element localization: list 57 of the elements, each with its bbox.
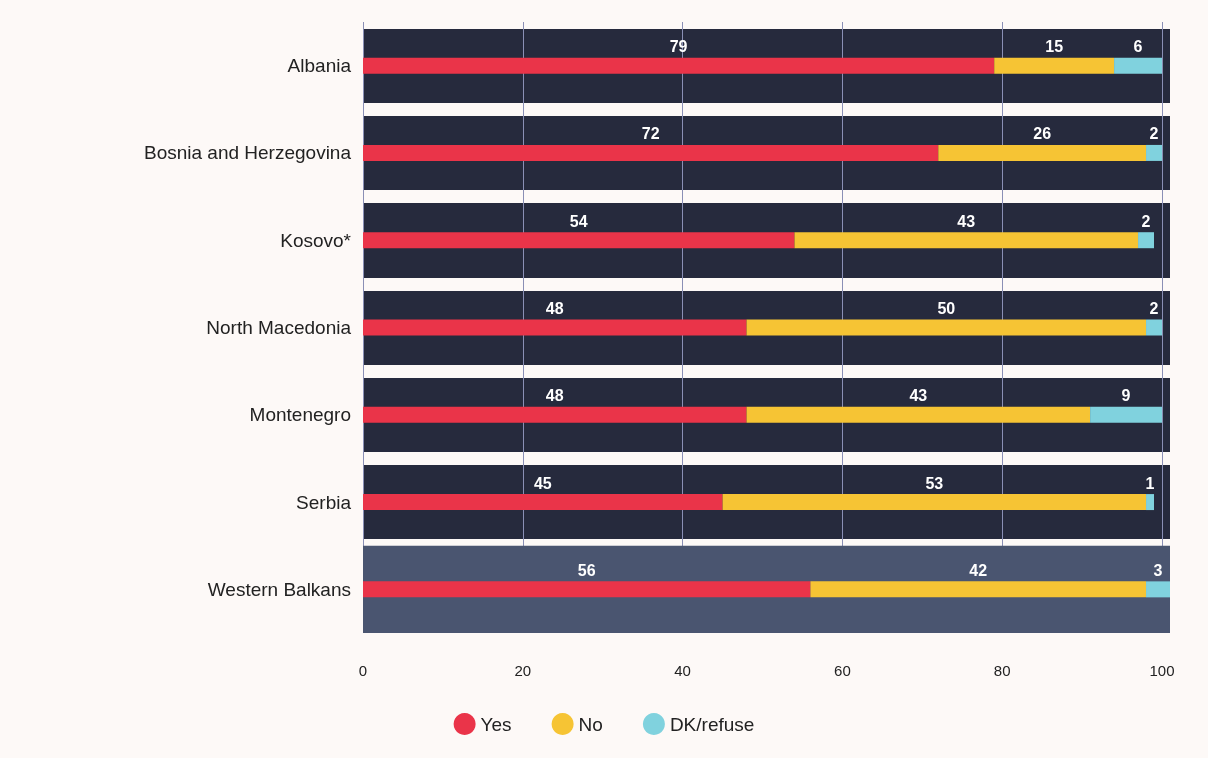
bar: [363, 319, 747, 336]
y-tick-label: North Macedonia: [206, 317, 352, 338]
x-tick-label: 60: [834, 662, 851, 679]
legend-label: No: [578, 713, 603, 735]
legend-label: Yes: [480, 713, 512, 735]
data-label: 43: [909, 387, 928, 405]
bar: [1114, 57, 1163, 74]
bar: [810, 581, 1147, 598]
x-tick-label: 100: [1149, 662, 1175, 679]
data-label: 2: [1149, 125, 1159, 143]
x-tick-label: 0: [358, 662, 368, 679]
data-label: 54: [569, 212, 588, 230]
bar: [794, 232, 1139, 249]
data-label: 2: [1149, 300, 1159, 317]
legend-label: DK/refuse: [669, 713, 755, 735]
y-tick-label: Serbia: [296, 491, 352, 513]
data-label: 6: [1133, 38, 1143, 56]
bar: [363, 232, 795, 249]
data-label: 9: [1121, 387, 1131, 405]
data-label: 15: [1045, 38, 1064, 56]
data-label: 26: [1033, 125, 1052, 143]
bar: [746, 319, 1147, 336]
data-label: 42: [969, 561, 988, 579]
data-label: 56: [577, 561, 596, 579]
data-label: 48: [545, 300, 564, 317]
data-label: 43: [957, 212, 976, 230]
data-label: 1: [1145, 474, 1155, 492]
y-tick-label: Albania: [287, 55, 352, 77]
x-tick-label: 20: [514, 662, 532, 679]
bar: [746, 406, 1091, 423]
x-tick-label: 80: [993, 662, 1011, 679]
bar: [363, 581, 811, 598]
data-label: 72: [641, 125, 660, 143]
bar: [1146, 319, 1163, 336]
data-label: 2: [1141, 212, 1151, 230]
bar: [938, 144, 1147, 161]
bar: [1146, 494, 1155, 511]
y-tick-label: Kosovo*: [280, 229, 352, 251]
y-tick-label: Montenegro: [249, 404, 351, 426]
bar: [1146, 144, 1163, 161]
bar: [1090, 406, 1163, 423]
bar: [363, 406, 747, 423]
y-tick-label: Bosnia and Herzegovina: [143, 142, 352, 164]
bar: [1138, 232, 1155, 249]
data-label: 3: [1153, 561, 1163, 579]
y-tick-label: Western Balkans: [207, 578, 351, 600]
data-label: 50: [937, 300, 956, 317]
bar: [994, 57, 1115, 74]
bar: [363, 494, 723, 511]
bar: [1146, 581, 1170, 598]
data-label: 45: [533, 474, 552, 492]
bar: [363, 144, 939, 161]
bar: [363, 57, 995, 74]
data-label: 48: [545, 387, 564, 405]
x-tick-label: 40: [674, 662, 691, 679]
bar: [722, 494, 1147, 511]
data-label: 53: [925, 474, 944, 492]
